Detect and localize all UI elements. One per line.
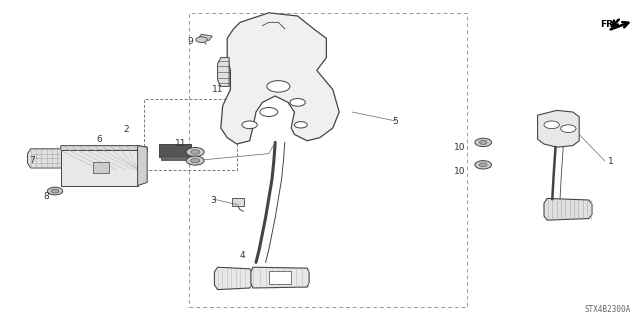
Polygon shape bbox=[61, 146, 147, 152]
Text: 5: 5 bbox=[393, 117, 398, 126]
Polygon shape bbox=[218, 58, 229, 86]
Polygon shape bbox=[214, 267, 253, 290]
Polygon shape bbox=[138, 146, 147, 186]
Text: 10: 10 bbox=[454, 167, 465, 176]
Circle shape bbox=[544, 121, 559, 129]
Circle shape bbox=[475, 161, 492, 169]
Bar bbox=[159, 144, 191, 157]
Bar bbox=[232, 198, 244, 206]
Text: 3: 3 bbox=[211, 196, 216, 204]
Bar bbox=[269, 271, 291, 284]
Text: 4: 4 bbox=[239, 252, 244, 260]
Circle shape bbox=[267, 81, 290, 92]
Text: 6: 6 bbox=[97, 135, 102, 144]
Text: 9: 9 bbox=[188, 37, 193, 46]
Polygon shape bbox=[61, 150, 138, 186]
Bar bbox=[93, 162, 109, 173]
Text: 10: 10 bbox=[454, 143, 465, 152]
Polygon shape bbox=[251, 267, 309, 288]
Polygon shape bbox=[28, 149, 64, 168]
Circle shape bbox=[186, 156, 204, 165]
Text: 7: 7 bbox=[29, 156, 35, 164]
Circle shape bbox=[242, 121, 257, 129]
Circle shape bbox=[479, 163, 487, 167]
Circle shape bbox=[561, 125, 576, 132]
Circle shape bbox=[290, 99, 305, 106]
Circle shape bbox=[47, 187, 63, 195]
Text: FR.: FR. bbox=[600, 20, 616, 28]
Circle shape bbox=[191, 150, 200, 154]
Circle shape bbox=[475, 138, 492, 147]
Polygon shape bbox=[544, 198, 592, 220]
Bar bbox=[161, 156, 188, 160]
Text: 8: 8 bbox=[44, 192, 49, 201]
Polygon shape bbox=[221, 13, 339, 144]
Circle shape bbox=[479, 140, 487, 144]
Circle shape bbox=[186, 148, 204, 156]
Text: 2: 2 bbox=[124, 125, 129, 134]
Circle shape bbox=[260, 108, 278, 116]
Circle shape bbox=[51, 189, 59, 193]
Text: 11: 11 bbox=[175, 139, 187, 148]
Circle shape bbox=[294, 122, 307, 128]
Polygon shape bbox=[538, 110, 579, 147]
Circle shape bbox=[196, 37, 207, 43]
Bar bbox=[144, 99, 237, 170]
Bar bbox=[198, 34, 212, 40]
Text: 11: 11 bbox=[212, 85, 223, 94]
Circle shape bbox=[191, 158, 200, 163]
Text: 1: 1 bbox=[609, 157, 614, 166]
Text: STX4B2300A: STX4B2300A bbox=[584, 305, 630, 314]
Bar bbox=[189, 13, 467, 307]
